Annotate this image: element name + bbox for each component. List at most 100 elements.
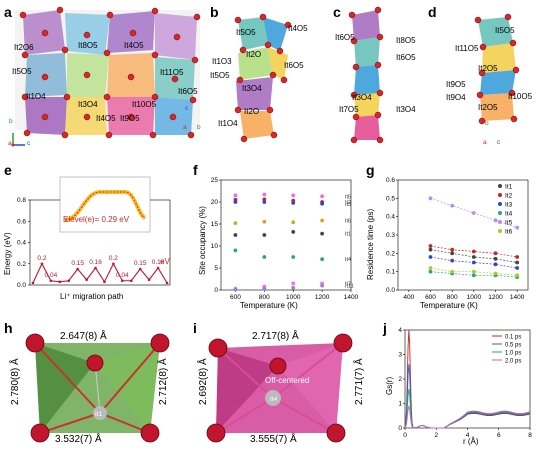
e-energy-point xyxy=(147,278,151,281)
chart-f-point-It11 xyxy=(320,283,325,288)
j-xtick-label: 4 xyxy=(466,432,470,439)
label-a-4: It5O5 xyxy=(12,67,32,76)
chart-g-ytick-label: 0.3 xyxy=(386,232,395,239)
e-energy-line xyxy=(32,262,168,284)
energy-profile-chart: 0.0 0.2 0.4 0.6 0.8 0.2 0.04 0.15 0.16 0.2 0.04 0.1… xyxy=(17,176,171,289)
label-d-6: It9O4 xyxy=(446,93,466,102)
axis-b-b: b xyxy=(197,124,201,131)
e-energy-point xyxy=(31,281,35,285)
chart-f-point-It4 xyxy=(233,248,238,253)
chart-g-point-It4 xyxy=(428,269,433,274)
chart-g-legend-It2: It2 xyxy=(505,193,513,200)
chart-g-point-It3 xyxy=(471,260,476,265)
chart-f-xtick-label: 1000 xyxy=(286,294,301,301)
e-inset-line xyxy=(64,191,146,221)
chart-f-point-It11 xyxy=(262,286,267,291)
chart-g-xtick-label: 800 xyxy=(447,294,458,301)
chart-f-legend-It11: It11 xyxy=(345,284,354,290)
chart-g-xtick-label: 1200 xyxy=(488,294,503,301)
label-d-3: It2O5 xyxy=(478,64,498,73)
e-barrier-label: 0.15 xyxy=(134,260,147,267)
chart-f-legend-It1: It1 xyxy=(345,232,351,238)
chart-g-point-It3 xyxy=(428,255,433,259)
chart-g-point-It2 xyxy=(493,251,498,256)
chart-g-ytick-label: 0.0 xyxy=(386,287,395,294)
e-energy-point xyxy=(40,262,44,266)
chart-f-point-It4 xyxy=(320,257,325,262)
f-ylabel: Site occupancy (%) xyxy=(198,206,207,275)
panel-letter-e: e xyxy=(4,162,12,178)
chart-g-point-It6 xyxy=(493,271,498,276)
label-a-9: It3O4 xyxy=(78,100,98,109)
chart-g-xtick-label: 600 xyxy=(425,294,436,301)
chart-f-ytick-label: 5 xyxy=(214,265,218,272)
axis-d-b: b xyxy=(485,120,489,127)
h-edge-right: 2.712(8) Å xyxy=(158,358,169,405)
chart-g-point-It3 xyxy=(515,266,520,270)
chart-f-legend-It7: It7 xyxy=(345,281,351,287)
chart-g-legend-marker-It6 xyxy=(498,229,502,233)
j-xtick-label: 6 xyxy=(497,432,501,439)
panel-letter-b: b xyxy=(210,4,219,20)
label-c-3: It6O5 xyxy=(396,53,416,62)
van-hove-chart: 0 2 4 6 8 0 1 2 3 4 0.1 ps 0.5 ps 1.0 ps 2.0 ps xyxy=(398,327,532,439)
axis-a-b: b xyxy=(9,118,13,125)
chart-f-point-It3 xyxy=(291,200,296,205)
chart-f-ytick-label: 10 xyxy=(211,243,219,250)
panel-letter-f: f xyxy=(193,162,198,178)
e-ytick-label: 0.8 xyxy=(17,197,26,204)
j-legend-label: 1.0 ps xyxy=(505,351,521,357)
e-energy-point xyxy=(85,278,88,281)
j-ytick-label: 3 xyxy=(398,352,402,359)
chart-g-point-It5 xyxy=(471,211,476,215)
e-energy-point xyxy=(165,281,169,285)
panel-letter-h: h xyxy=(4,320,13,336)
chart-g-point-It1 xyxy=(450,251,455,256)
j-ytick-label: 0 xyxy=(398,425,402,432)
axis-a-a: a xyxy=(8,140,12,147)
label-b-4: It2O xyxy=(246,50,262,59)
chart-g-ytick-label: 0.1 xyxy=(386,269,395,276)
chart-g-ytick-label: 0.2 xyxy=(386,250,395,257)
j-series-0.5-ps xyxy=(404,364,531,429)
h-center-label: It1 xyxy=(95,411,103,418)
chart-f-point-It1 xyxy=(291,230,296,234)
j-ytick-label: 1 xyxy=(398,401,402,408)
off-centered-label: Off-centered xyxy=(265,376,310,385)
chart-g-point-It5 xyxy=(450,203,455,208)
chart-f-point-It1 xyxy=(262,233,267,237)
j-series-1.0-ps xyxy=(404,388,531,429)
chart-g-point-It1 xyxy=(515,260,520,265)
j-legend-label: 0.5 ps xyxy=(505,343,521,349)
e-energy-point xyxy=(103,280,106,284)
chart-f-ytick-label: 25 xyxy=(211,177,219,184)
e-barrier-label: 0.15 xyxy=(71,260,84,267)
i-edge-bottom: 3.555(7) Å xyxy=(250,434,297,445)
panel-letter-j: j xyxy=(383,320,387,336)
e-energy-point xyxy=(112,262,115,266)
h-edge-bottom: 3.532(7) Å xyxy=(55,434,102,445)
chart-g-legend-marker-It1 xyxy=(498,184,502,188)
e-energy-point xyxy=(129,279,133,283)
label-d-7: It2O5 xyxy=(478,103,498,112)
g-xlabel: Temperature (K) xyxy=(420,301,478,310)
j-legend-label: 2.0 ps xyxy=(505,359,521,365)
chart-f-point-It7 xyxy=(291,281,296,286)
h-edge-top: 2.647(8) Å xyxy=(60,331,107,342)
axis-b-a: a xyxy=(183,124,187,131)
chart-f-xtick-label: 800 xyxy=(259,294,270,301)
label-a-2: It8O5 xyxy=(78,41,98,50)
e-energy-point xyxy=(121,279,124,283)
e-barrier-label: 0.16 xyxy=(89,259,102,266)
panel-letter-d: d xyxy=(428,4,437,20)
label-b-5: It6O5 xyxy=(284,61,304,70)
label-c-4: It3O4 xyxy=(352,93,372,102)
chart-f-legend-It2: It2 xyxy=(345,200,351,206)
panel-letter-c: c xyxy=(333,4,341,20)
tetrahedron-it1 xyxy=(25,333,170,443)
label-a-5: It11O5 xyxy=(160,68,184,77)
tetrahedron-it4 xyxy=(206,333,353,443)
e-energy-point xyxy=(156,266,160,270)
e-barrier-label: 0.2 xyxy=(109,255,118,262)
